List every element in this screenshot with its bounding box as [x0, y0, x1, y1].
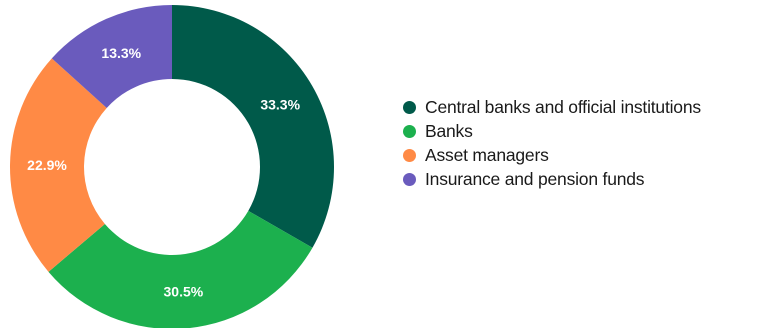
legend-label: Asset managers — [425, 144, 549, 165]
donut-slice-3 — [51, 5, 173, 108]
donut-slice-2 — [9, 58, 107, 272]
legend-label: Insurance and pension funds — [425, 168, 645, 189]
slice-value-label-2: 22.9% — [27, 157, 67, 173]
legend-swatch — [403, 100, 416, 114]
legend-swatch — [403, 148, 416, 162]
slice-value-label-0: 33.3% — [260, 96, 300, 112]
legend-swatch — [403, 124, 416, 138]
legend-item: Asset managers — [403, 143, 701, 167]
slice-labels: 33.3% 30.5% 22.9% 13.3% — [27, 45, 300, 300]
legend: Central banks and official institutions B… — [403, 95, 701, 191]
donut-slice-0 — [172, 5, 334, 248]
legend-item: Central banks and official institutions — [403, 95, 701, 119]
slice-value-label-1: 30.5% — [164, 283, 204, 299]
legend-swatch — [403, 172, 416, 186]
donut-slice-1 — [48, 210, 313, 328]
legend-label: Banks — [425, 120, 473, 141]
legend-item: Banks — [403, 119, 701, 143]
slice-value-label-3: 13.3% — [101, 45, 141, 61]
legend-label: Central banks and official institutions — [425, 96, 701, 117]
donut-slices — [9, 5, 334, 328]
legend-item: Insurance and pension funds — [403, 167, 701, 191]
